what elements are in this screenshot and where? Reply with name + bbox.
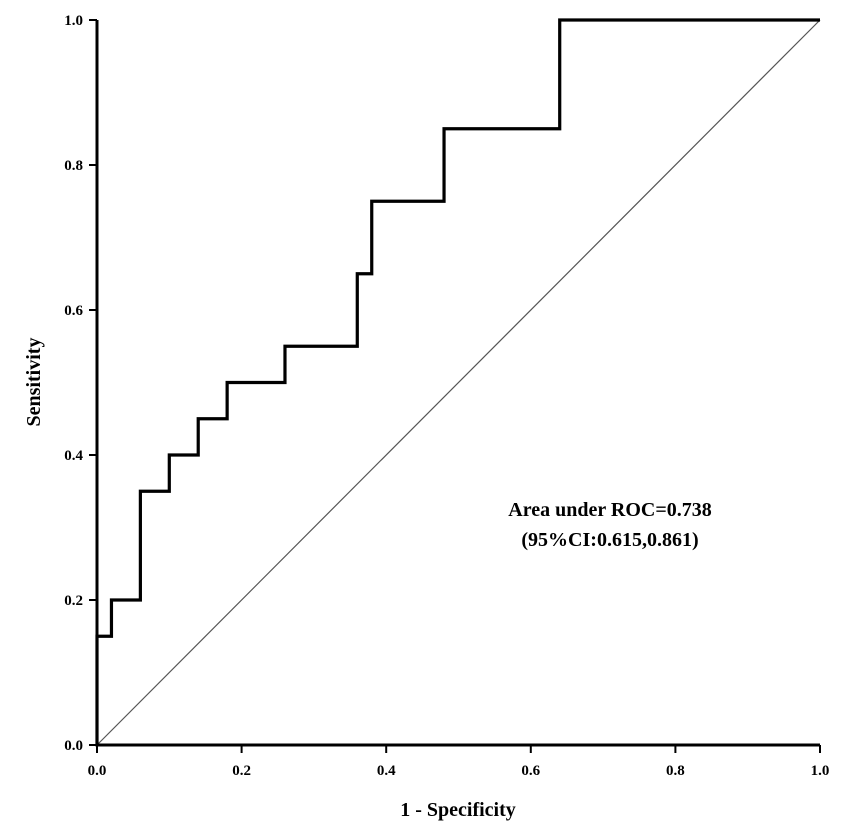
x-tick-label: 0.4 bbox=[377, 763, 396, 779]
y-tick-label: 1.0 bbox=[64, 13, 83, 29]
x-tick-label: 1.0 bbox=[811, 763, 830, 779]
y-tick-label: 0.6 bbox=[64, 303, 83, 319]
y-axis-ticks: 0.0 0.2 0.4 0.6 0.8 1.0 bbox=[64, 13, 97, 754]
x-tick-label: 0.2 bbox=[232, 763, 251, 779]
reference-diagonal-line bbox=[96, 19, 821, 746]
y-tick-label: 0.0 bbox=[64, 738, 83, 754]
x-tick-label: 0.6 bbox=[521, 763, 540, 779]
x-axis-title: 1 - Specificity bbox=[400, 799, 516, 821]
plot-area bbox=[95, 18, 821, 747]
y-tick-label: 0.4 bbox=[64, 448, 83, 464]
x-tick-label: 0.0 bbox=[88, 763, 107, 779]
ci-annotation: (95%CI:0.615,0.861) bbox=[521, 529, 698, 551]
y-axis-title: Sensitivity bbox=[23, 338, 45, 427]
y-tick-label: 0.2 bbox=[64, 593, 83, 609]
auc-annotation: Area under ROC=0.738 bbox=[508, 499, 711, 521]
x-tick-label: 0.8 bbox=[666, 763, 685, 779]
y-tick-label: 0.8 bbox=[64, 158, 83, 174]
roc-curve-line bbox=[95, 18, 820, 745]
x-axis-ticks: 0.0 0.2 0.4 0.6 0.8 1.0 bbox=[88, 745, 830, 779]
